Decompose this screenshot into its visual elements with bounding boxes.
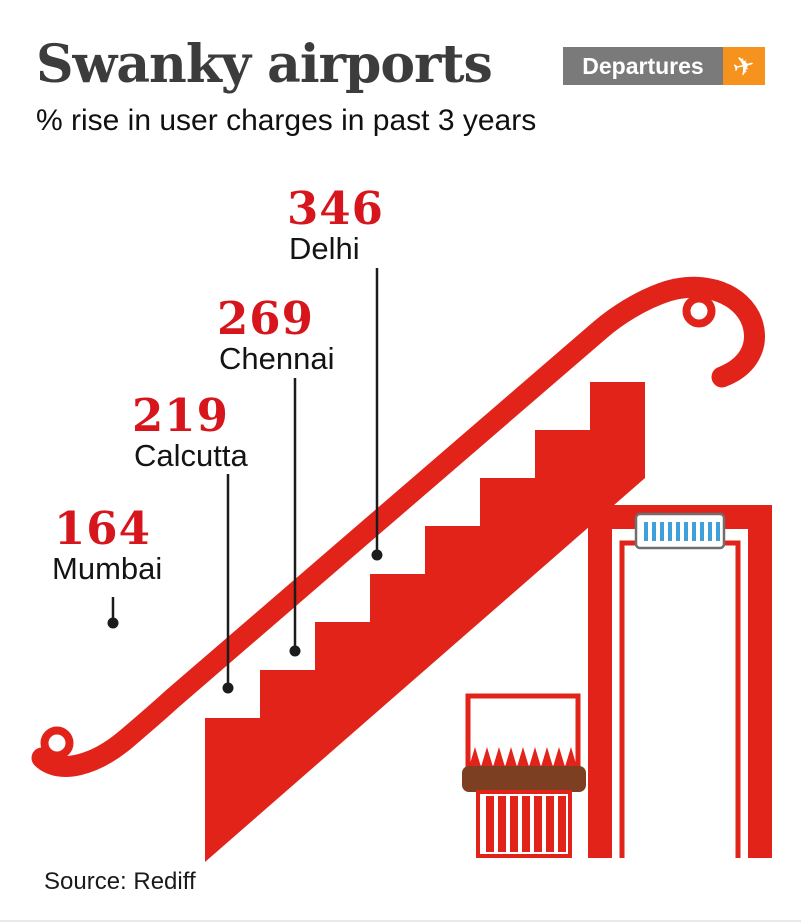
chart-subtitle: % rise in user charges in past 3 years [36,104,537,137]
connector-dots [107,549,383,694]
source-credit: Source: Rediff [44,868,196,895]
escalator-steps [205,382,645,862]
value-calcutta: 219 [132,389,229,442]
value-chennai: 269 [217,292,314,345]
ticket-kiosk [462,693,586,858]
city-chennai: Chennai [219,341,335,376]
dot-delhi [371,549,383,561]
city-calcutta: Calcutta [134,438,248,473]
dot-chennai [289,645,301,657]
kiosk-stripes [486,796,566,852]
city-mumbai: Mumbai [52,551,163,586]
departures-badge: Departures ✈ [563,47,765,85]
kiosk-counter-band [462,766,586,792]
dot-mumbai [107,617,119,629]
connector-lines [111,268,379,683]
page-title: Swanky airports [36,34,493,95]
dot-calcutta [222,682,234,694]
handrail-wheel-top [682,294,716,328]
value-mumbai: 164 [54,502,151,555]
security-gate [588,505,772,858]
value-delhi: 346 [287,182,384,235]
escalator-handrail [31,276,765,777]
city-delhi: Delhi [289,231,360,266]
departures-badge-label: Departures [563,47,723,85]
handrail-wheel-bottom [40,726,74,760]
gate-display-dashes [644,522,720,541]
airplane-icon: ✈ [723,47,765,85]
